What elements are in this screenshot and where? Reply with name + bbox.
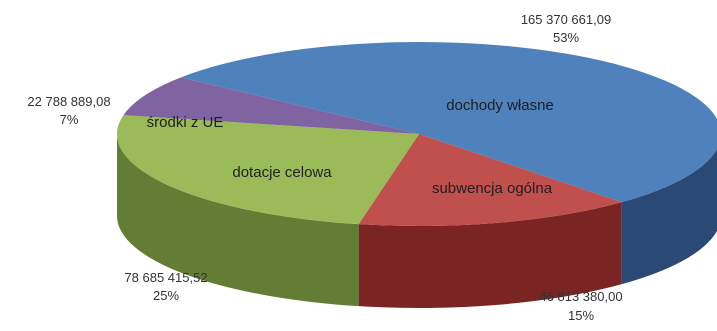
slice-label-dochody-wlasne: dochody własne: [446, 97, 554, 114]
pie-side-dotacje-celowa: [117, 134, 359, 307]
value-label-subwencja-ogolna: 46 813 380,00: [539, 289, 622, 304]
percent-label-srodki-z-ue: 7%: [60, 112, 79, 127]
percent-label-subwencja-ogolna: 15%: [568, 308, 594, 323]
pie-side-dochody-wlasne: [621, 148, 717, 285]
value-label-dochody-wlasne: 165 370 661,09: [521, 12, 611, 27]
pie-side-subwencja-ogolna: [358, 202, 622, 308]
pie-slice-dochody-wlasne: [181, 42, 717, 203]
slice-label-subwencja-ogolna: subwencja ogólna: [432, 180, 553, 197]
pie-sides: [117, 134, 717, 308]
percent-label-dochody-wlasne: 53%: [553, 30, 579, 45]
pie-slice-dotacje-celowa: [116, 115, 420, 225]
pie-tops: [116, 42, 717, 227]
value-label-srodki-z-ue: 22 788 889,08: [27, 94, 110, 109]
pie-slice-srodki-z-ue: [123, 77, 420, 134]
percent-label-dotacje-celowa: 25%: [153, 288, 179, 303]
slice-label-dotacje-celowa: dotacje celowa: [232, 164, 332, 181]
pie-slice-subwencja-ogolna: [358, 134, 622, 227]
value-label-dotacje-celowa: 78 685 415,52: [124, 270, 207, 285]
slice-label-srodki-z-ue: środki z UE: [147, 114, 224, 131]
